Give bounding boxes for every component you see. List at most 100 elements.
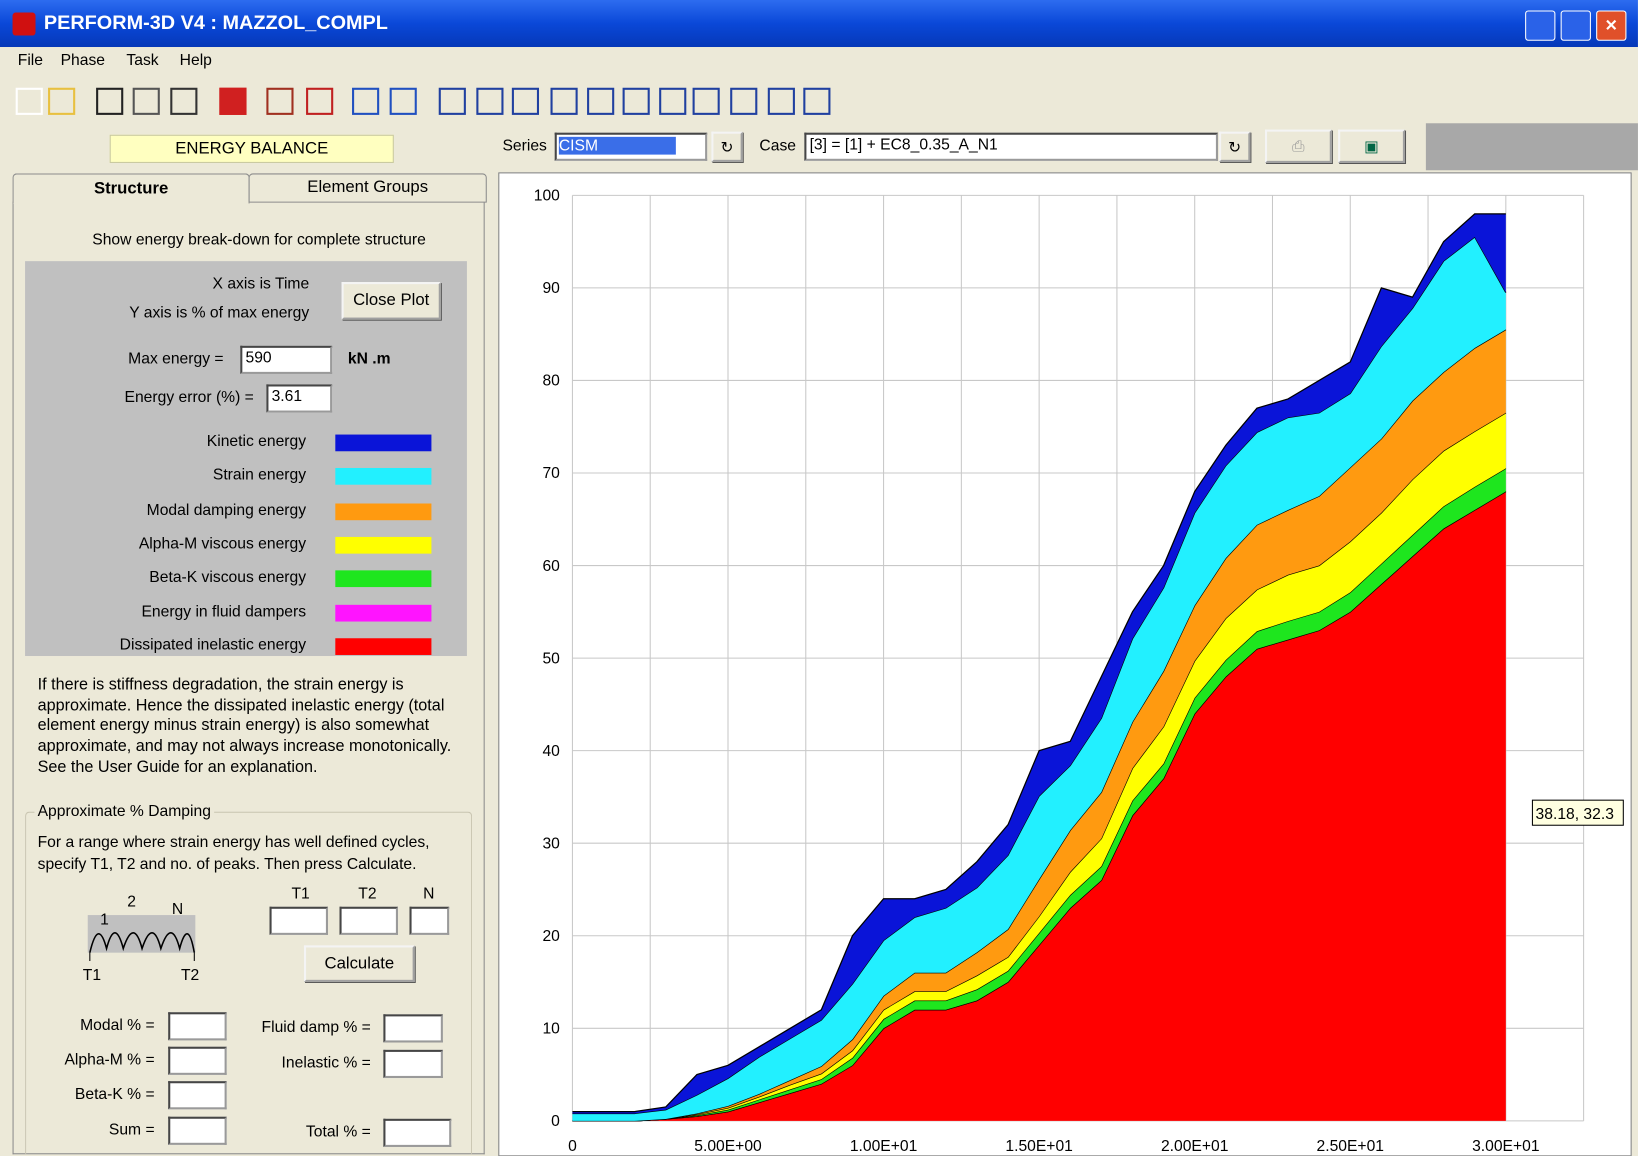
case-combo[interactable]: [3] = [1] + EC8_0.35_A_N1	[804, 132, 1219, 161]
field-label: Inelastic % =	[281, 1054, 371, 1072]
menu-item[interactable]: Help	[179, 51, 212, 69]
damping-line: specify T1, T2 and no. of peaks. Then pr…	[37, 855, 417, 874]
toolbar-icon[interactable]	[170, 87, 198, 115]
menu-item[interactable]: Task	[126, 51, 159, 69]
y-tick-label: 0	[551, 1113, 560, 1130]
field-input[interactable]	[383, 1118, 452, 1147]
t1-input[interactable]	[269, 906, 329, 935]
energy-error-input[interactable]: 3.61	[266, 384, 333, 413]
field-head: N	[423, 884, 435, 903]
max-energy-unit: kN .m	[347, 349, 391, 368]
menu-item[interactable]: File	[17, 51, 44, 69]
toolbar-icon[interactable]	[266, 87, 294, 115]
damping-title: Approximate % Damping	[34, 802, 215, 821]
area	[572, 468, 1506, 1121]
toolbar-icon[interactable]	[622, 87, 650, 115]
y-tick-label: 30	[542, 835, 560, 852]
field-label: Alpha-M % =	[64, 1050, 155, 1069]
print-button[interactable]: ⎙	[1265, 129, 1332, 163]
diagram-label: 1	[100, 911, 109, 928]
toolbar-icon[interactable]	[550, 87, 578, 115]
x-tick-label: 5.00E+00	[694, 1138, 762, 1155]
toolbar-icon[interactable]	[767, 87, 795, 115]
toolbar-icon[interactable]	[306, 87, 334, 115]
toolbar-icon[interactable]	[15, 87, 43, 115]
legend-label: Strain energy	[212, 465, 307, 484]
toolbar-icon[interactable]	[587, 87, 615, 115]
peaks-diagram: 1 2 N T1 T2	[83, 894, 199, 984]
toolbar-icon[interactable]	[132, 87, 160, 115]
save-button[interactable]: ▣	[1338, 129, 1405, 163]
x-tick-label: 1.00E+01	[850, 1138, 917, 1155]
panel-frame	[12, 201, 485, 1155]
case-refresh[interactable]: ↻	[1219, 131, 1251, 162]
field-input[interactable]	[168, 1116, 227, 1145]
toolbar-icon[interactable]	[352, 87, 380, 115]
legend-label: Kinetic energy	[206, 432, 307, 451]
area	[572, 491, 1506, 1121]
area	[572, 412, 1506, 1121]
x-axis-note: X axis is Time	[212, 274, 310, 293]
toolbar-icon[interactable]	[692, 87, 720, 115]
t2-input[interactable]	[339, 906, 398, 935]
y-tick-label: 80	[542, 373, 560, 390]
x-tick-label: 2.50E+01	[1317, 1138, 1384, 1155]
toolbar-icon[interactable]	[803, 87, 831, 115]
toolbar-icon[interactable]	[219, 87, 247, 115]
field-input[interactable]	[383, 1014, 443, 1043]
field-input[interactable]	[168, 1046, 227, 1075]
toolbar-icon[interactable]	[730, 87, 758, 115]
legend-label: Alpha-M viscous energy	[138, 534, 307, 553]
max-energy-label: Max energy =	[128, 349, 224, 368]
toolbar-icon[interactable]	[438, 87, 466, 115]
y-tick-label: 100	[534, 188, 560, 205]
chart: 0 10 20 30 40 50 60 70 80 90 100 0 5.00E+00 1.00E+01 1…	[498, 172, 1632, 1156]
max-energy-input[interactable]: 590	[240, 345, 333, 374]
series-combo[interactable]: CISM	[554, 132, 708, 161]
series-refresh[interactable]: ↻	[711, 131, 743, 162]
case-label: Case	[759, 136, 797, 155]
legend-swatch	[335, 467, 432, 485]
area	[572, 213, 1506, 1114]
minimize-button[interactable]	[1525, 10, 1556, 41]
tab-structure[interactable]: Structure	[12, 173, 250, 204]
field-input[interactable]	[168, 1081, 227, 1110]
toolbar-icon[interactable]	[476, 87, 504, 115]
diagram-label: T2	[181, 967, 199, 984]
toolbar-icon[interactable]	[659, 87, 687, 115]
tooltip-box	[1531, 799, 1624, 826]
close-plot-button[interactable]: Close Plot	[341, 282, 441, 320]
area-edge	[572, 467, 1507, 1122]
field-head: T2	[358, 884, 377, 903]
note-line: element energy minus strain energy) is a…	[37, 717, 430, 735]
toolbar-icon[interactable]	[48, 87, 76, 115]
window-title: PERFORM-3D V4 : MAZZOL_COMPL	[43, 12, 388, 35]
y-tick-label: 50	[542, 650, 560, 667]
toolbar-icon[interactable]	[389, 87, 417, 115]
field-label: Total % =	[305, 1122, 371, 1141]
field-input[interactable]	[383, 1049, 443, 1079]
toolbar-icon[interactable]	[96, 87, 124, 115]
close-button[interactable]: ✕	[1596, 10, 1627, 41]
legend-swatch	[335, 638, 432, 655]
legend-label: Energy in fluid dampers	[141, 602, 307, 621]
field-input[interactable]	[168, 1012, 227, 1041]
toolbar-gray	[1425, 123, 1638, 171]
y-tick-label: 20	[542, 928, 560, 945]
tooltip: 38.18, 32.3	[1536, 806, 1615, 823]
calculate-button[interactable]: Calculate	[303, 945, 415, 982]
note-line: See the User Guide for an explanation.	[37, 758, 318, 776]
maximize-button[interactable]	[1560, 10, 1591, 41]
y-tick-label: 10	[542, 1021, 560, 1038]
toolbar-icon[interactable]	[511, 87, 540, 115]
y-axis-note: Y axis is % of max energy	[129, 303, 310, 322]
menu-item[interactable]: Phase	[60, 51, 106, 69]
n-input[interactable]	[409, 906, 450, 935]
field-label: Beta-K % =	[74, 1085, 155, 1104]
legend-swatch	[335, 536, 432, 554]
field-label: Modal % =	[80, 1016, 155, 1035]
tab-element-groups[interactable]: Element Groups	[248, 173, 487, 203]
description: Show energy break-down for complete stru…	[92, 230, 426, 249]
note-line: If there is stiffness degradation, the s…	[37, 675, 404, 694]
